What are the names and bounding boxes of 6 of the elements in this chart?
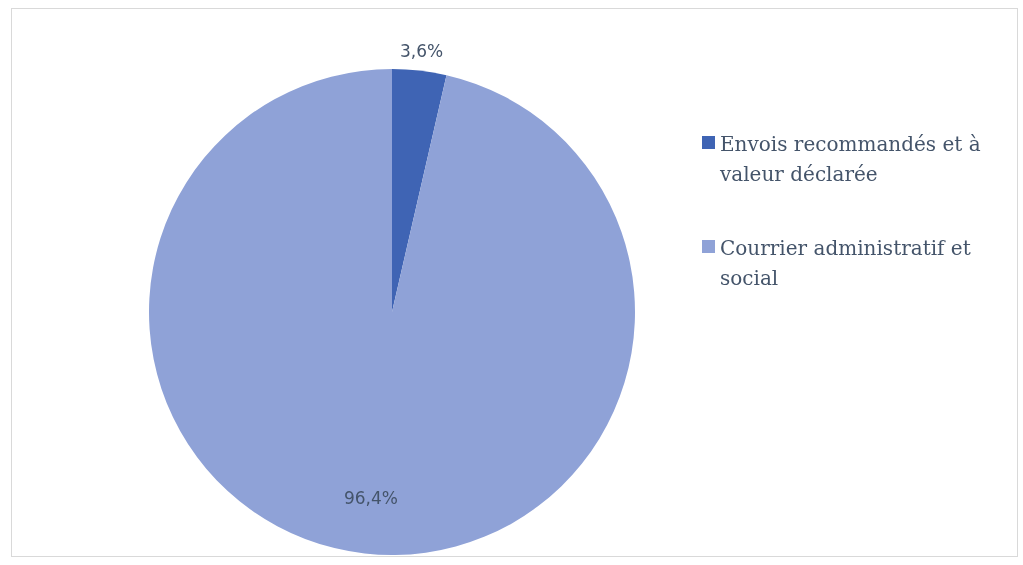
data-label: 3,6% bbox=[400, 41, 444, 62]
pie-slice bbox=[149, 69, 635, 555]
legend-label: Envois recommandés et à valeur déclarée bbox=[720, 131, 982, 188]
data-label: 96,4% bbox=[343, 487, 398, 508]
legend-label: Courrier administratif et social bbox=[720, 235, 972, 292]
pie-slice bbox=[392, 69, 447, 312]
